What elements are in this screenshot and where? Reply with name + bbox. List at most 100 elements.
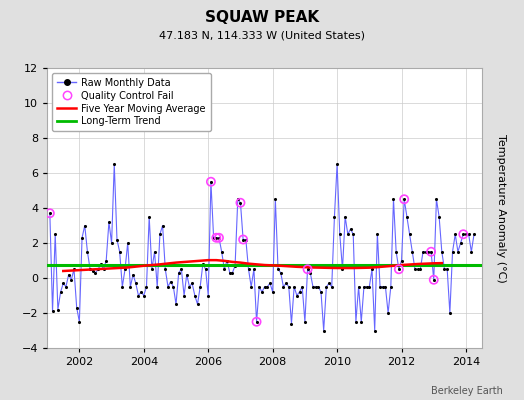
Point	[153, 284, 161, 290]
Point	[464, 231, 473, 238]
Point	[424, 248, 433, 255]
Point	[215, 234, 223, 241]
Point	[64, 271, 73, 278]
Point	[381, 284, 390, 290]
Point	[46, 210, 54, 216]
Point	[395, 266, 403, 272]
Point	[282, 280, 290, 286]
Point	[191, 292, 199, 299]
Point	[100, 266, 108, 272]
Point	[301, 318, 309, 325]
Point	[387, 284, 395, 290]
Point	[287, 320, 296, 327]
Point	[225, 270, 234, 276]
Point	[129, 271, 137, 278]
Point	[370, 327, 379, 334]
Point	[320, 327, 328, 334]
Point	[378, 284, 387, 290]
Point	[406, 231, 414, 238]
Point	[86, 266, 94, 272]
Point	[212, 234, 221, 241]
Point	[346, 226, 355, 232]
Point	[83, 248, 92, 255]
Point	[430, 276, 438, 283]
Point	[317, 289, 325, 295]
Point	[454, 248, 462, 255]
Point	[467, 248, 476, 255]
Point	[126, 284, 135, 290]
Point	[124, 240, 132, 246]
Text: 47.183 N, 114.333 W (United States): 47.183 N, 114.333 W (United States)	[159, 30, 365, 40]
Point	[137, 289, 145, 295]
Point	[335, 231, 344, 238]
Point	[400, 196, 408, 202]
Point	[376, 284, 384, 290]
Point	[344, 231, 352, 238]
Point	[253, 318, 261, 325]
Point	[384, 310, 392, 316]
Point	[459, 231, 467, 238]
Point	[196, 284, 204, 290]
Point	[403, 214, 411, 220]
Point	[204, 292, 212, 299]
Point	[408, 248, 417, 255]
Point	[274, 266, 282, 272]
Point	[435, 214, 443, 220]
Point	[443, 266, 451, 272]
Point	[67, 276, 75, 283]
Point	[268, 289, 277, 295]
Point	[53, 306, 62, 313]
Point	[427, 248, 435, 255]
Point	[266, 280, 274, 286]
Text: SQUAW PEAK: SQUAW PEAK	[205, 10, 319, 25]
Point	[352, 318, 360, 325]
Point	[311, 284, 320, 290]
Point	[223, 257, 231, 264]
Point	[236, 200, 245, 206]
Point	[306, 270, 314, 276]
Legend: Raw Monthly Data, Quality Control Fail, Five Year Moving Average, Long-Term Tren: Raw Monthly Data, Quality Control Fail, …	[52, 73, 211, 131]
Point	[253, 318, 261, 325]
Point	[459, 231, 467, 238]
Point	[177, 266, 185, 272]
Point	[360, 284, 368, 290]
Point	[121, 266, 129, 272]
Point	[354, 284, 363, 290]
Point	[303, 266, 312, 272]
Point	[158, 222, 167, 229]
Point	[215, 234, 223, 241]
Y-axis label: Temperature Anomaly (°C): Temperature Anomaly (°C)	[496, 134, 506, 282]
Point	[185, 284, 194, 290]
Point	[427, 248, 435, 255]
Point	[349, 231, 357, 238]
Point	[279, 284, 288, 290]
Point	[72, 304, 81, 311]
Point	[217, 248, 226, 255]
Point	[62, 284, 70, 290]
Point	[296, 289, 304, 295]
Point	[107, 240, 116, 246]
Point	[341, 214, 350, 220]
Point	[161, 266, 169, 272]
Point	[470, 231, 478, 238]
Point	[164, 284, 172, 290]
Point	[105, 219, 113, 225]
Point	[314, 284, 322, 290]
Point	[239, 236, 247, 243]
Point	[134, 292, 143, 299]
Point	[247, 284, 255, 290]
Point	[373, 231, 381, 238]
Point	[430, 276, 438, 283]
Point	[201, 266, 210, 272]
Point	[96, 261, 105, 267]
Point	[451, 231, 460, 238]
Point	[172, 301, 180, 308]
Point	[260, 284, 269, 290]
Point	[395, 266, 403, 272]
Point	[397, 257, 406, 264]
Point	[309, 284, 317, 290]
Point	[102, 257, 111, 264]
Point	[75, 318, 83, 325]
Point	[236, 200, 245, 206]
Point	[182, 271, 191, 278]
